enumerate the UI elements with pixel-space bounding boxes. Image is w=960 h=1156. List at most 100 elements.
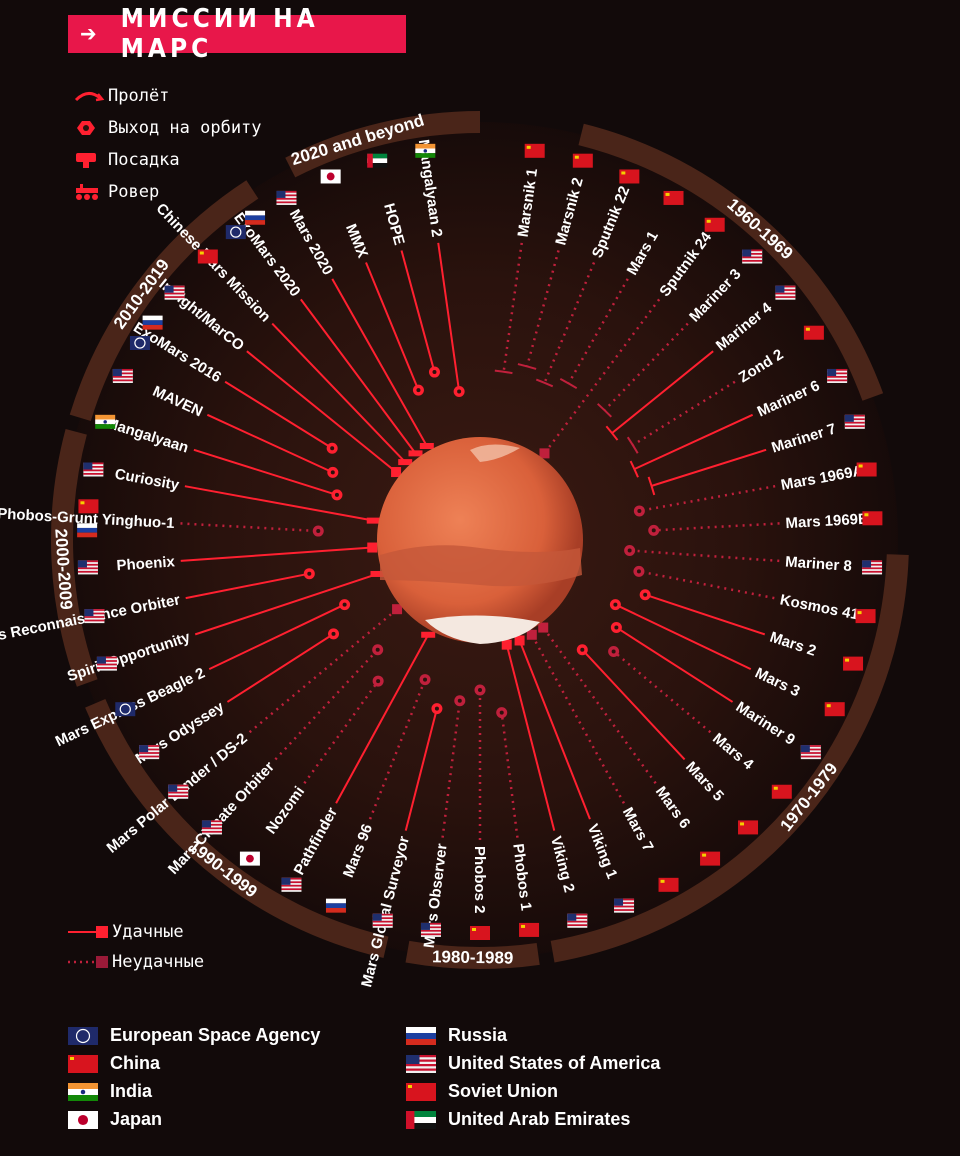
legend-item-orbit: Выход на орбиту (72, 112, 262, 144)
mission-spoke (615, 626, 734, 703)
usa-flag-icon (567, 913, 588, 928)
usa-flag-icon (800, 745, 821, 760)
usa-flag-icon (827, 368, 848, 383)
ussr-flag-icon (856, 462, 877, 477)
flyby-icon (605, 425, 619, 441)
mission-spoke (300, 298, 417, 454)
rover-icon (76, 184, 98, 200)
ussr-flag-icon (572, 153, 593, 168)
usa-flag-icon (742, 249, 763, 264)
decade-ring-arc (550, 554, 909, 963)
legend-label: Пролёт (108, 86, 170, 106)
legend-item-failure: Неудачные (68, 947, 204, 977)
agency-label: European Space Agency (110, 1025, 321, 1045)
mission-label: Mariner 8 (785, 553, 853, 575)
flyby-icon (535, 378, 554, 388)
mission-spoke (614, 603, 752, 671)
agency-legend-item: United Arab Emirates (406, 1109, 630, 1130)
decade-label: 1980-1989 (432, 947, 514, 967)
decade-ring-arc (51, 428, 98, 687)
russia-flag-icon (77, 523, 98, 538)
mission-spoke (335, 634, 430, 804)
legend-label: Выход на орбиту (108, 118, 262, 138)
mission-spoke (404, 708, 438, 831)
legend-label: Удачные (112, 922, 184, 942)
mission-spoke (400, 250, 436, 373)
usa-flag-icon (281, 877, 302, 892)
mission-spoke (638, 570, 775, 600)
ussr-flag-icon (843, 656, 864, 671)
esa-flag-icon (129, 336, 150, 351)
landing-icon (367, 542, 378, 553)
decade-ring-arc (285, 111, 481, 178)
mission-spoke (206, 413, 334, 474)
mission-spoke (525, 250, 560, 367)
usa-flag-icon (844, 414, 865, 429)
mission-spoke (653, 522, 780, 532)
legend-label: Ровер (108, 182, 160, 202)
india-flag-icon (95, 414, 116, 429)
landing-icon (392, 604, 403, 615)
esa-flag-icon (115, 702, 136, 717)
legend-item-rover: Ровер (72, 176, 262, 208)
legend-item-landing: Посадка (72, 144, 262, 176)
decade-ring-arc (85, 699, 389, 959)
ussr-flag-icon (862, 511, 883, 526)
ussr-flag-icon (524, 143, 545, 158)
usa-flag-icon (83, 462, 104, 477)
flyby-icon (647, 476, 656, 496)
usa-flag-icon (372, 913, 393, 928)
mission-spoke (437, 242, 461, 392)
rover-icon (419, 443, 434, 450)
usa-flag-icon (406, 1054, 436, 1073)
esa-flag-icon (68, 1026, 98, 1045)
india-flag-icon (68, 1082, 98, 1101)
legend-item-flyby: Пролёт (72, 80, 262, 112)
agency-legend-item: Japan (68, 1109, 162, 1130)
mission-spoke (612, 650, 712, 734)
flyby-icon (517, 363, 537, 370)
agency-label: India (110, 1081, 153, 1101)
mission-spoke (502, 242, 523, 372)
ussr-flag-icon (824, 702, 845, 717)
landing-icon (501, 639, 512, 650)
mission-spoke (184, 485, 374, 522)
ussr-flag-icon (855, 609, 876, 624)
flyby-icon (629, 460, 639, 478)
usa-flag-icon (862, 560, 883, 575)
esa-flag-icon (225, 225, 246, 240)
mission-spoke (441, 700, 462, 838)
uae-flag-icon (367, 153, 388, 168)
mission-spoke (505, 644, 556, 831)
usa-flag-icon (406, 1054, 436, 1073)
landing-icon (539, 448, 550, 459)
usa-flag-icon (77, 560, 98, 575)
outcome-legend: Удачные Неудачные (68, 917, 204, 977)
arrow-right-icon: ➔ (80, 21, 101, 47)
rover-icon (408, 450, 423, 457)
mission-spoke (518, 640, 591, 820)
uae-flag-icon (406, 1110, 436, 1129)
mission-label: Mars 1969B (785, 510, 869, 532)
mission-spoke (303, 680, 380, 784)
decade-ring-arc (578, 123, 884, 401)
usa-flag-icon (168, 784, 189, 799)
flyby-icon (597, 403, 612, 418)
india-flag-icon (415, 143, 436, 158)
success-line-icon (68, 926, 108, 938)
usa-flag-icon (112, 368, 133, 383)
flyby-icon (559, 378, 578, 390)
usa-flag-icon (276, 190, 297, 205)
title-text: МИССИИ НА МАРС (120, 4, 319, 64)
agency-label: Russia (448, 1025, 508, 1045)
mission-spoke (500, 712, 519, 838)
ussr-flag-icon (700, 851, 721, 866)
legend-item-success: Удачные (68, 917, 204, 947)
russia-flag-icon (245, 210, 266, 225)
usa-flag-icon (84, 609, 105, 624)
usa-flag-icon (775, 285, 796, 300)
mission-label: Phobos 2 (471, 846, 488, 914)
agency-label: United States of America (448, 1053, 661, 1073)
ussr-flag-icon (663, 190, 684, 205)
ussr-flag-icon (738, 820, 759, 835)
